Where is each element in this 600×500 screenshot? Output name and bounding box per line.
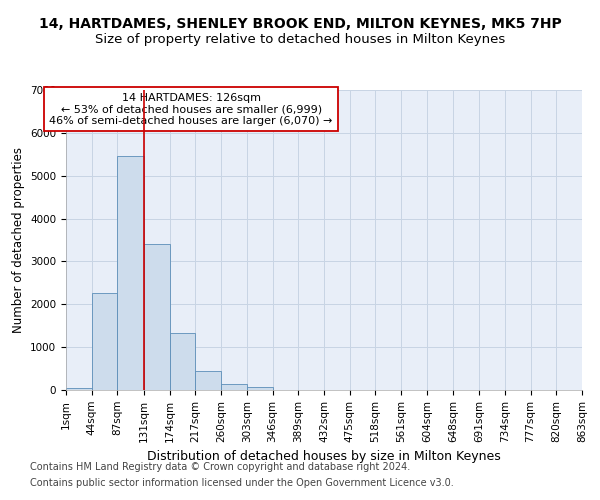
Text: Contains public sector information licensed under the Open Government Licence v3: Contains public sector information licen… [30, 478, 454, 488]
Bar [66, 388, 92, 390]
X-axis label: Distribution of detached houses by size in Milton Keynes: Distribution of detached houses by size … [147, 450, 501, 463]
Bar [247, 386, 272, 390]
Text: Contains HM Land Registry data © Crown copyright and database right 2024.: Contains HM Land Registry data © Crown c… [30, 462, 410, 472]
Y-axis label: Number of detached properties: Number of detached properties [11, 147, 25, 333]
Bar [170, 333, 195, 390]
Bar [118, 156, 144, 390]
Text: Size of property relative to detached houses in Milton Keynes: Size of property relative to detached ho… [95, 32, 505, 46]
Text: 14, HARTDAMES, SHENLEY BROOK END, MILTON KEYNES, MK5 7HP: 14, HARTDAMES, SHENLEY BROOK END, MILTON… [38, 18, 562, 32]
Bar [195, 370, 221, 390]
Bar [92, 292, 118, 390]
Text: 14 HARTDAMES: 126sqm
← 53% of detached houses are smaller (6,999)
46% of semi-de: 14 HARTDAMES: 126sqm ← 53% of detached h… [49, 92, 333, 126]
Bar [221, 384, 247, 390]
Bar [144, 244, 170, 390]
